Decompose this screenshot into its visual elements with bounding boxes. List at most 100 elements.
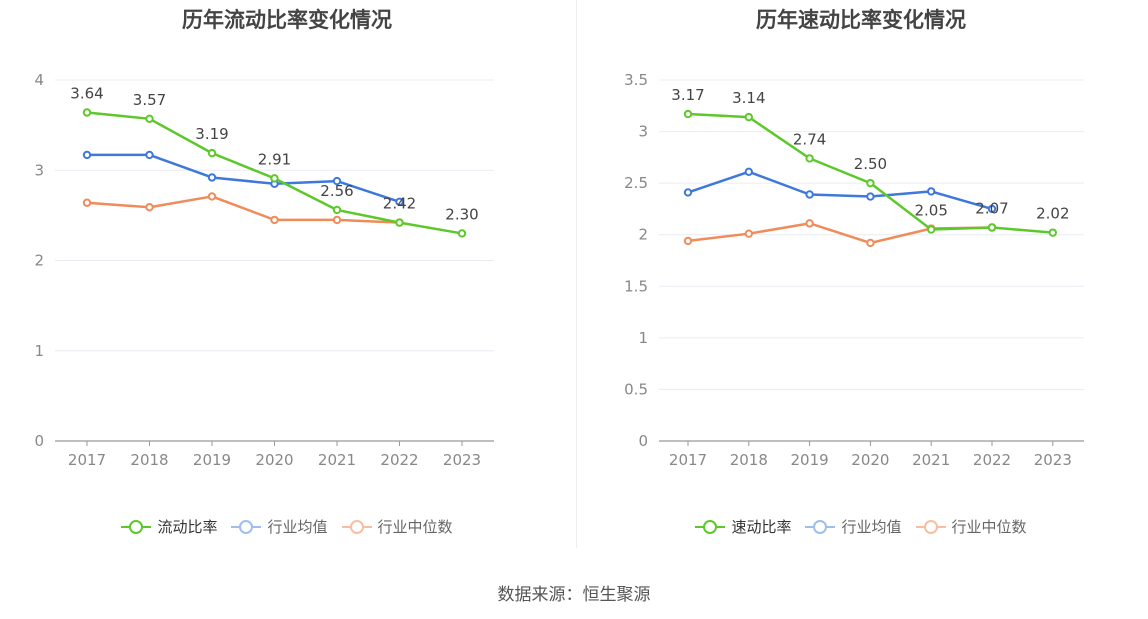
data-point <box>332 176 342 186</box>
y-tick-label: 3.5 <box>624 71 648 89</box>
data-label: 2.02 <box>1036 205 1069 223</box>
data-point <box>207 148 217 158</box>
x-tick-label: 2023 <box>443 451 481 469</box>
y-tick-label: 0 <box>34 432 44 450</box>
data-label: 3.19 <box>195 125 228 143</box>
data-source: 数据来源：恒生聚源 <box>497 585 651 605</box>
data-point <box>927 187 936 196</box>
data-point <box>145 150 154 160</box>
legend-label: 行业中位数 <box>377 518 453 536</box>
x-tick-label: 2019 <box>193 451 231 469</box>
data-point <box>683 188 693 197</box>
y-tick-label: 0 <box>638 432 648 450</box>
x-tick-label: 2017 <box>669 451 707 469</box>
data-point <box>207 192 217 201</box>
y-tick-label: 2 <box>34 252 44 270</box>
data-point <box>270 174 279 183</box>
legend-item-median[interactable]: 行业中位数 <box>341 516 453 537</box>
data-point <box>683 236 693 246</box>
legend: 速动比率 行业均值 行业中位数 <box>574 516 1148 537</box>
x-tick-label: 2021 <box>912 451 950 469</box>
data-point <box>332 205 342 215</box>
data-point <box>927 225 936 234</box>
x-tick-label: 2018 <box>130 451 168 469</box>
y-tick-label: 1 <box>34 342 44 360</box>
y-tick-label: 1 <box>638 329 648 347</box>
legend-label: 行业均值 <box>267 518 328 536</box>
data-point <box>1048 228 1057 237</box>
data-point <box>82 150 92 160</box>
x-tick-label: 2022 <box>973 451 1011 469</box>
y-tick-label: 3 <box>34 161 44 179</box>
quick-ratio-chart-panel: 历年速动比率变化情况 0 0.5 1 1.5 2 2.5 3 3.5 2017 2018 2019 2… <box>574 0 1148 560</box>
x-tick-label: 2023 <box>1034 451 1072 469</box>
y-tick-label: 1.5 <box>624 277 648 295</box>
legend-line-icon <box>915 519 946 534</box>
data-point <box>805 219 814 228</box>
current-ratio-chart-panel: 历年流动比率变化情况 0 1 2 3 4 2017 2018 2019 2020 2021 2022… <box>0 0 574 560</box>
data-label: 2.07 <box>975 199 1008 217</box>
data-point <box>395 218 404 227</box>
data-point <box>457 229 467 238</box>
legend-line-icon <box>121 519 152 534</box>
data-point <box>145 114 154 124</box>
y-tick-label: 0.5 <box>624 380 648 398</box>
data-label: 3.17 <box>671 86 704 104</box>
legend-line-icon <box>695 519 726 534</box>
data-point <box>744 167 754 176</box>
current-ratio-chart: 0 1 2 3 4 2017 2018 2019 2020 2021 2022 2023 3.64 3.5… <box>34 71 494 469</box>
data-label: 2.30 <box>445 205 478 223</box>
x-tick-label: 2020 <box>255 451 293 469</box>
y-tick-label: 4 <box>34 71 44 89</box>
data-label: 2.56 <box>320 182 353 200</box>
data-point <box>82 108 92 117</box>
legend-label: 速动比率 <box>731 518 792 536</box>
data-point <box>744 112 754 122</box>
legend-item-avg[interactable]: 行业均值 <box>231 516 328 537</box>
legend-label: 流动比率 <box>157 518 218 536</box>
data-point <box>987 223 997 232</box>
data-label: 3.57 <box>133 91 166 109</box>
legend-line-icon <box>341 519 372 534</box>
legend-line-icon <box>805 519 836 534</box>
data-point <box>866 192 875 201</box>
data-point <box>866 178 875 188</box>
data-point <box>395 197 404 207</box>
data-point <box>145 203 154 212</box>
x-tick-label: 2020 <box>851 451 889 469</box>
data-point <box>744 229 754 238</box>
x-tick-label: 2021 <box>318 451 356 469</box>
legend: 流动比率 行业均值 行业中位数 <box>0 516 574 537</box>
data-point <box>866 238 875 248</box>
y-tick-label: 3 <box>638 123 648 141</box>
data-label: 2.91 <box>258 150 291 168</box>
chart-title: 历年流动比率变化情况 <box>182 8 392 32</box>
data-point <box>82 198 92 207</box>
chart-title: 历年速动比率变化情况 <box>756 8 966 32</box>
legend-line-icon <box>231 519 262 534</box>
x-tick-label: 2022 <box>380 451 418 469</box>
legend-label: 行业中位数 <box>951 518 1027 536</box>
legend-item-avg[interactable]: 行业均值 <box>805 516 902 537</box>
quick-ratio-chart: 0 0.5 1 1.5 2 2.5 3 3.5 2017 2018 2019 2020 2021 2022… <box>624 71 1084 469</box>
data-label: 3.64 <box>70 84 103 102</box>
x-tick-label: 2019 <box>791 451 829 469</box>
legend-item-main[interactable]: 流动比率 <box>121 516 217 537</box>
y-tick-label: 2.5 <box>624 174 648 192</box>
data-label: 2.05 <box>914 202 947 220</box>
legend-item-main[interactable]: 速动比率 <box>695 516 791 537</box>
series-line <box>86 111 463 235</box>
data-point <box>987 204 997 214</box>
data-label: 2.42 <box>383 195 416 213</box>
data-point <box>805 154 814 163</box>
series-line <box>87 153 400 204</box>
series-line <box>687 170 993 211</box>
y-tick-label: 2 <box>638 226 648 244</box>
data-point <box>332 215 342 225</box>
data-point <box>207 173 217 182</box>
legend-item-median[interactable]: 行业中位数 <box>915 516 1027 537</box>
series-line <box>86 195 400 224</box>
data-label: 2.74 <box>793 130 826 148</box>
data-label: 2.50 <box>854 155 887 173</box>
legend-label: 行业均值 <box>841 518 902 536</box>
